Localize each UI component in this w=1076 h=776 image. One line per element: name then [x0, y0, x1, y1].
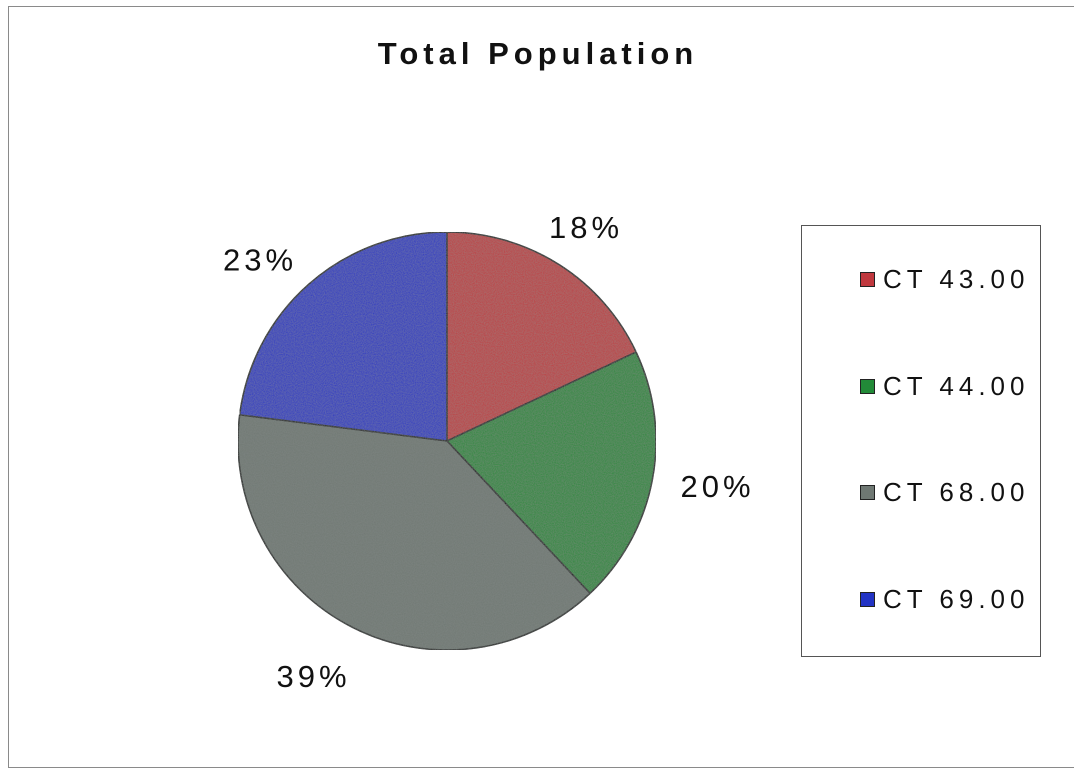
legend-swatch	[860, 591, 875, 607]
pie-slice-labels: 18% 20% 39% 23%	[223, 210, 754, 694]
legend-item: CT 69.00	[860, 584, 1029, 614]
legend-label: CT 44.00	[883, 370, 1030, 401]
legend-label: CT 69.00	[883, 583, 1030, 614]
pie-slice	[237, 413, 592, 651]
chart-title: Total Population	[377, 36, 699, 71]
legend-swatch	[860, 484, 875, 500]
legend-item: CT 68.00	[860, 477, 1029, 507]
pie-slice-label: 39%	[276, 659, 350, 694]
legend-label: CT 68.00	[883, 476, 1030, 507]
legend-item: CT 43.00	[860, 264, 1029, 294]
pie-slice	[445, 351, 657, 595]
legend-item: CT 44.00	[860, 371, 1029, 401]
pie-slice-label: 20%	[680, 469, 754, 504]
legend: CT 43.00 CT 44.00 CT 68.00 CT 69.00	[801, 225, 1041, 657]
pie-slice-label: 18%	[549, 210, 623, 245]
pie-slice	[238, 231, 448, 442]
pie-slice	[446, 231, 638, 443]
legend-swatch	[860, 271, 875, 287]
pie-slice-label: 23%	[223, 242, 297, 277]
pie-slices	[237, 231, 657, 651]
legend-label: CT 43.00	[883, 263, 1030, 294]
legend-swatch	[860, 378, 875, 394]
